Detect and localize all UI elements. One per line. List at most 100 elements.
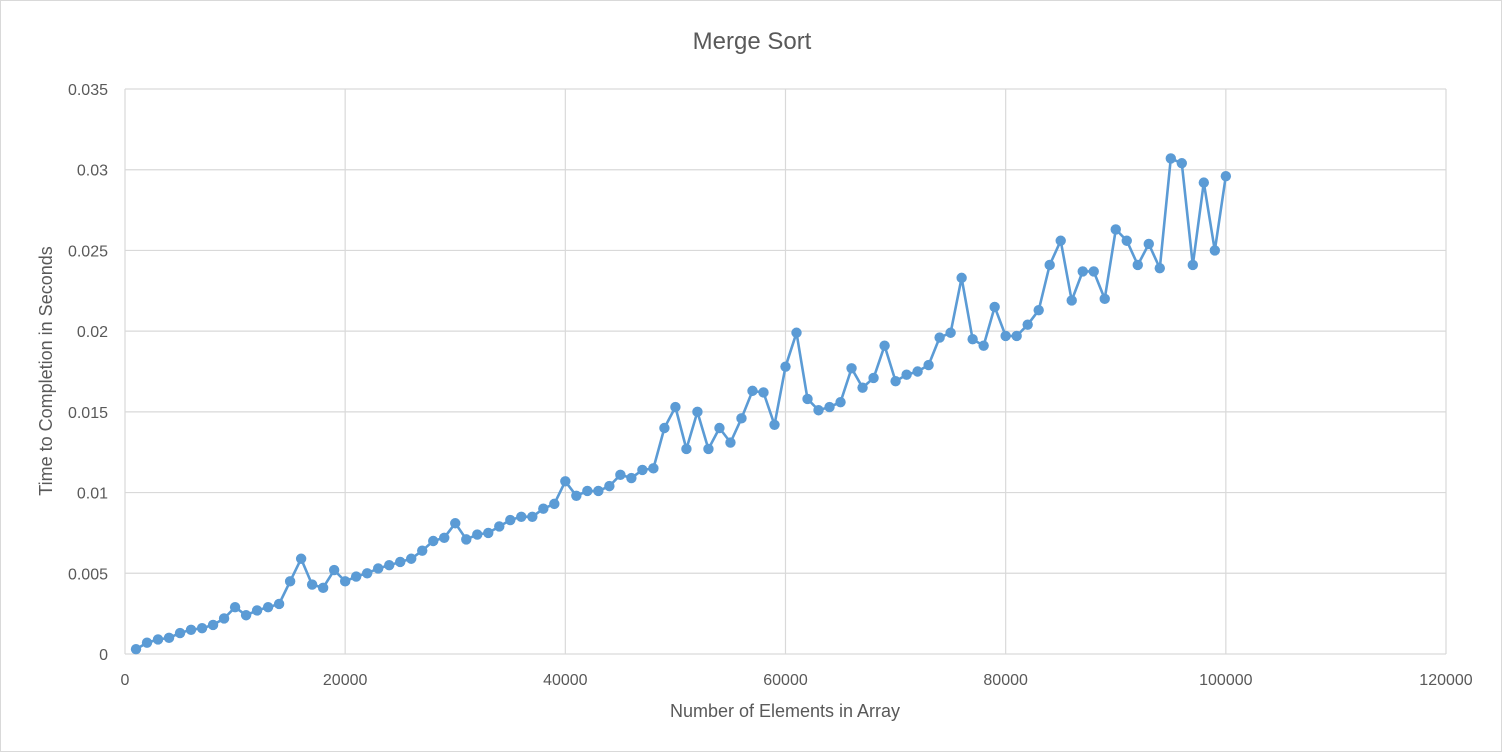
data-point	[780, 361, 791, 372]
x-axis-tick-labels: 0 20000 40000 60000 80000 100000 120000	[121, 672, 1473, 689]
series-line	[135, 157, 1228, 651]
data-point	[141, 637, 153, 648]
y-tick-label: 0.03	[77, 163, 108, 180]
data-point	[1220, 170, 1232, 182]
data-point	[295, 553, 307, 564]
data-point	[1132, 259, 1143, 271]
data-point	[769, 419, 780, 430]
data-point	[549, 498, 560, 510]
data-point	[538, 503, 549, 514]
gridlines	[124, 88, 1447, 655]
data-point	[1022, 319, 1033, 330]
data-point	[196, 622, 208, 634]
data-point	[1066, 295, 1077, 306]
data-point	[1121, 235, 1132, 246]
data-point	[1044, 259, 1055, 271]
data-point	[978, 340, 989, 351]
data-point	[1198, 177, 1210, 188]
x-tick-label: 0	[121, 672, 130, 689]
data-point	[1209, 245, 1221, 256]
data-point	[163, 632, 175, 644]
data-point	[835, 396, 846, 408]
data-point	[725, 437, 736, 448]
y-tick-label: 0	[99, 647, 108, 664]
x-tick-label: 40000	[543, 672, 588, 689]
data-point	[284, 576, 296, 587]
x-tick-label: 120000	[1419, 672, 1472, 689]
series-merge-sort	[130, 153, 1232, 655]
data-point	[714, 422, 725, 434]
data-point	[1176, 158, 1188, 169]
data-point	[1143, 238, 1154, 250]
x-tick-label: 100000	[1199, 672, 1252, 689]
y-tick-label: 0.035	[68, 82, 108, 99]
data-point	[240, 610, 252, 621]
data-point	[824, 401, 835, 413]
data-point	[450, 518, 461, 529]
data-point	[428, 535, 439, 547]
data-point	[758, 387, 769, 398]
y-axis-tick-labels: 0 0.005 0.01 0.015 0.02 0.025 0.03 0.035	[68, 82, 108, 664]
data-point	[681, 443, 692, 455]
data-point	[395, 556, 406, 568]
data-point	[1154, 262, 1165, 274]
data-point	[637, 464, 648, 476]
data-point	[582, 485, 593, 497]
data-point	[273, 598, 285, 610]
data-point	[218, 613, 230, 624]
data-point	[174, 627, 186, 639]
data-point	[747, 385, 758, 397]
data-point	[901, 369, 912, 380]
data-point	[527, 511, 538, 522]
data-point	[339, 576, 351, 587]
y-tick-label: 0.01	[77, 486, 108, 503]
data-point	[934, 332, 945, 343]
data-point	[670, 401, 681, 413]
data-point	[857, 382, 868, 393]
data-point	[328, 564, 340, 576]
data-point	[1055, 235, 1066, 246]
data-point	[372, 563, 384, 574]
data-point	[846, 363, 857, 374]
y-tick-label: 0.025	[68, 243, 108, 260]
data-point	[417, 545, 428, 556]
data-point	[130, 643, 142, 655]
data-point	[648, 463, 659, 474]
data-point	[1088, 266, 1099, 277]
y-axis-label: Time to Completion in Seconds	[36, 246, 56, 495]
x-tick-label: 20000	[323, 672, 368, 689]
data-point	[956, 272, 967, 284]
data-point	[306, 579, 318, 590]
data-point	[461, 534, 472, 545]
data-point	[1011, 330, 1022, 342]
data-point	[1033, 304, 1044, 316]
data-point	[1165, 153, 1176, 164]
data-point	[516, 511, 527, 522]
data-point	[483, 527, 494, 539]
data-point	[923, 359, 934, 371]
data-point	[185, 624, 197, 635]
data-point	[659, 422, 670, 434]
chart-title: Merge Sort	[693, 28, 812, 55]
data-point	[967, 334, 978, 345]
data-point	[890, 375, 901, 387]
y-tick-label: 0.015	[68, 405, 108, 422]
data-point	[626, 472, 637, 484]
data-point	[350, 571, 362, 582]
data-point	[736, 413, 747, 424]
data-point	[361, 568, 373, 579]
data-point	[251, 605, 263, 616]
data-point	[1077, 266, 1088, 277]
data-point	[813, 405, 824, 416]
data-point	[989, 301, 1000, 313]
data-point	[152, 634, 164, 645]
x-axis-label: Number of Elements in Array	[670, 701, 900, 721]
data-point	[494, 521, 505, 532]
data-point	[868, 372, 879, 384]
y-tick-label: 0.005	[68, 566, 108, 583]
data-point	[317, 582, 329, 594]
data-point	[615, 469, 626, 481]
data-point	[207, 619, 219, 631]
